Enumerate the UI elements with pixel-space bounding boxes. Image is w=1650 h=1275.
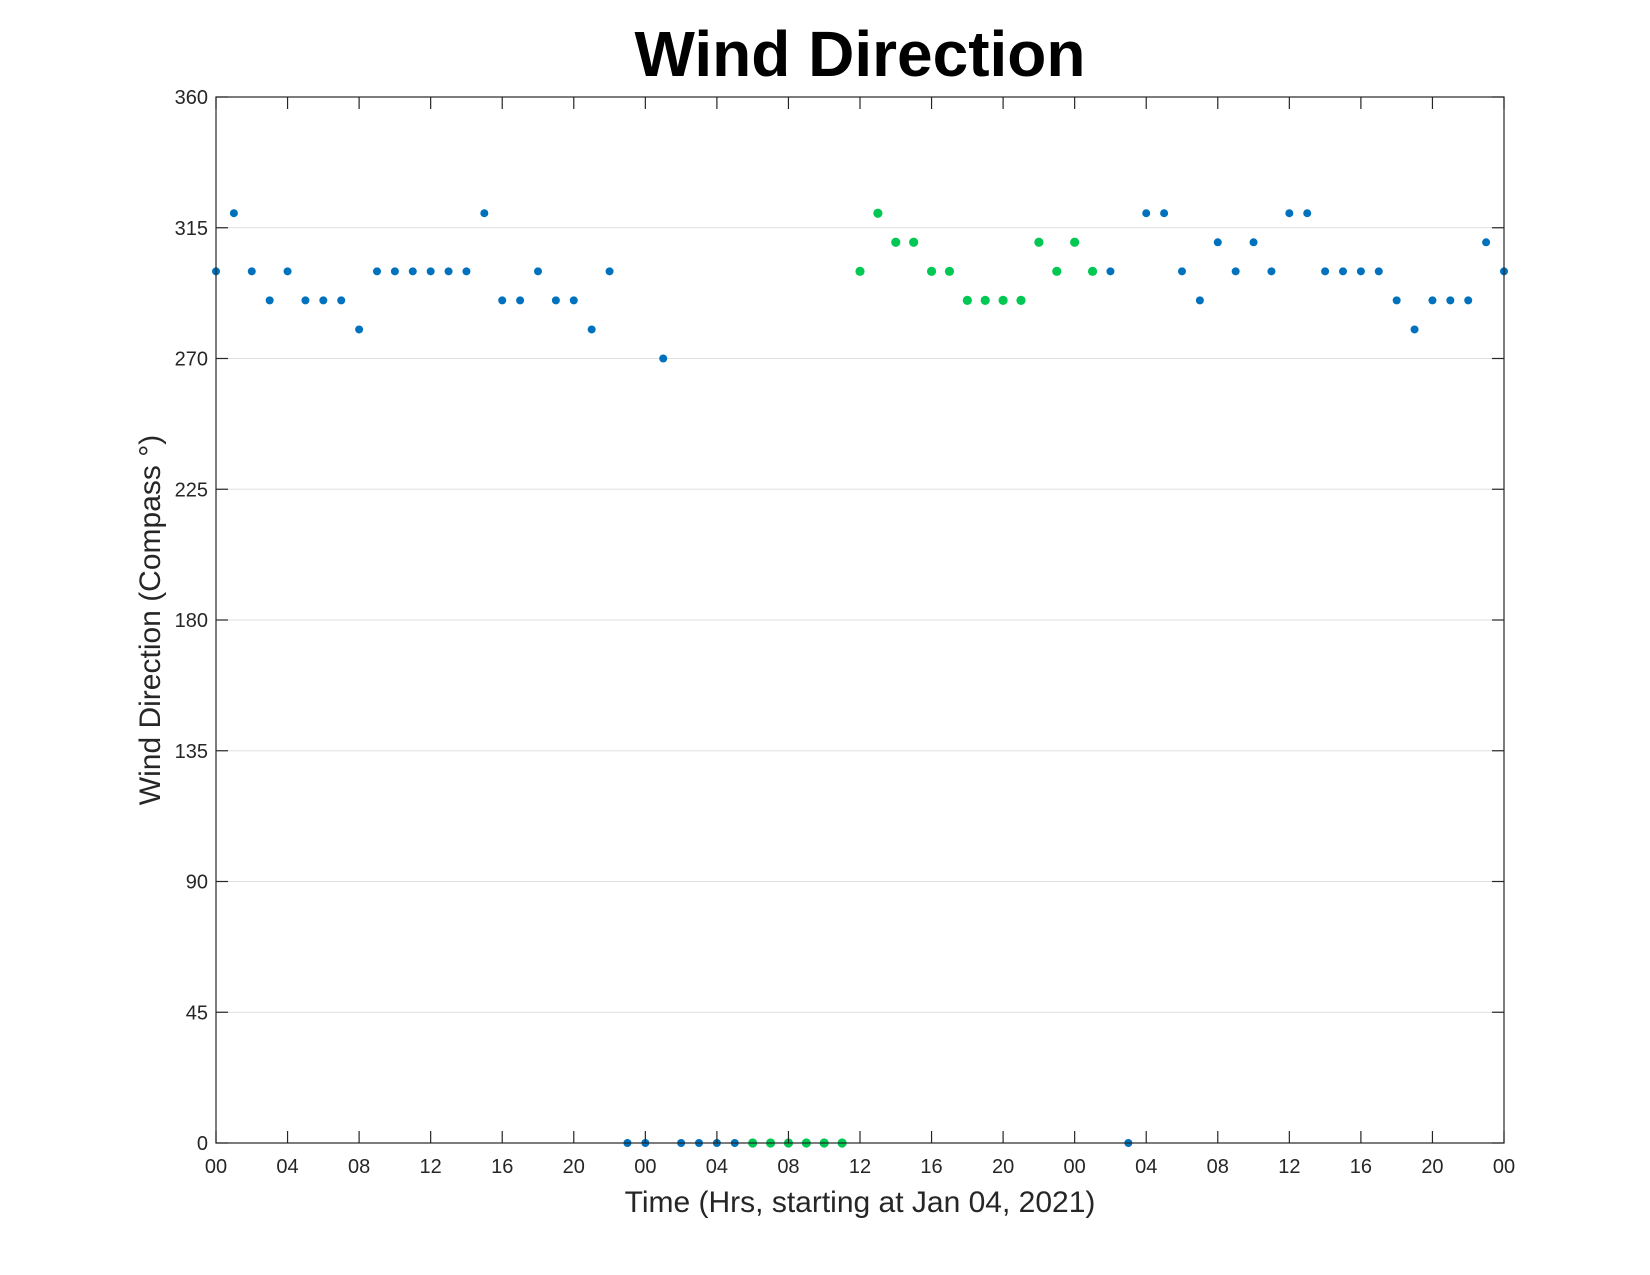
data-point-green — [873, 208, 883, 218]
data-point-green — [909, 237, 919, 247]
data-point-blue — [247, 267, 256, 276]
data-point-green — [1052, 266, 1062, 276]
data-point-blue — [1446, 296, 1455, 305]
y-tick-label: 360 — [175, 87, 208, 109]
x-tick-label: 04 — [276, 1156, 298, 1178]
data-point-green — [1070, 237, 1080, 247]
data-point-blue — [534, 267, 542, 276]
data-point-green — [1016, 295, 1026, 305]
data-point-blue — [1321, 267, 1330, 276]
x-tick-label: 00 — [205, 1156, 227, 1178]
data-point-blue — [1142, 209, 1151, 218]
x-tick-label: 20 — [1421, 1156, 1443, 1178]
data-point-blue — [1464, 296, 1473, 305]
data-point-blue — [1285, 209, 1294, 218]
data-point-blue — [659, 354, 668, 363]
data-point-blue — [355, 325, 364, 334]
y-axis-label: Wind Direction (Compass °) — [134, 435, 167, 805]
data-point-blue — [1339, 267, 1347, 276]
x-tick-label: 04 — [1135, 1156, 1157, 1178]
data-point-blue — [1303, 209, 1312, 218]
data-point-green — [855, 266, 865, 276]
data-point-green — [926, 266, 937, 276]
data-point-blue — [551, 296, 560, 305]
x-tick-label: 12 — [420, 1156, 442, 1178]
y-tick-label: 270 — [175, 349, 208, 371]
data-point-blue — [319, 296, 328, 305]
x-tick-label: 12 — [849, 1156, 871, 1178]
x-tick-label: 00 — [634, 1156, 656, 1178]
data-point-blue — [1482, 238, 1491, 247]
data-point-blue — [1428, 296, 1437, 305]
data-point-blue — [1195, 296, 1204, 305]
x-tick-label: 00 — [1064, 1156, 1086, 1178]
y-tick-label: 315 — [175, 218, 208, 240]
y-tick-label: 45 — [186, 1002, 208, 1024]
data-point-green — [1087, 266, 1098, 276]
data-point-blue — [587, 325, 596, 334]
data-point-blue — [229, 209, 238, 218]
y-tick-label: 180 — [175, 610, 208, 632]
x-tick-labels: 00 04 08 12 16 20 00 04 08 12 16 20 00 04 08 12 16 20 00 — [205, 1156, 1515, 1178]
data-point-blue — [301, 296, 310, 305]
chart-title: Wind Direction — [635, 18, 1086, 90]
data-point-blue — [605, 267, 614, 276]
data-point-blue — [1178, 267, 1186, 276]
data-point-blue — [444, 267, 453, 276]
data-point-blue — [462, 267, 471, 276]
data-point-blue — [426, 267, 435, 276]
y-tick-labels: 0 45 90 135 180 225 270 315 360 — [175, 87, 208, 1155]
data-point-blue — [1410, 325, 1419, 334]
data-point-green — [1034, 237, 1044, 247]
data-point-blue — [373, 267, 381, 276]
data-point-green — [944, 266, 955, 276]
data-point-blue — [1213, 238, 1222, 247]
data-point-blue — [1231, 267, 1240, 276]
data-point-green — [980, 295, 990, 305]
axis-ticks — [215, 96, 1505, 1144]
x-tick-label: 00 — [1493, 1156, 1515, 1178]
x-axis-label: Time (Hrs, starting at Jan 04, 2021) — [625, 1186, 1096, 1219]
data-point-green — [891, 237, 901, 247]
data-point-blue — [1356, 267, 1365, 276]
data-point-blue — [498, 296, 507, 305]
x-tick-label: 08 — [777, 1156, 799, 1178]
x-tick-label: 04 — [706, 1156, 728, 1178]
data-point-green — [962, 295, 972, 305]
data-point-blue — [390, 267, 399, 276]
x-tick-label: 16 — [1350, 1156, 1372, 1178]
x-tick-label: 12 — [1278, 1156, 1300, 1178]
y-tick-label: 90 — [186, 872, 208, 894]
x-tick-label: 16 — [920, 1156, 942, 1178]
data-point-blue — [516, 296, 525, 305]
data-point-blue — [265, 296, 274, 305]
y-tick-label: 0 — [197, 1133, 208, 1155]
y-tick-label: 225 — [175, 479, 208, 501]
data-point-blue — [480, 209, 489, 218]
data-point-blue — [1392, 296, 1401, 305]
data-point-blue — [1160, 209, 1169, 218]
data-point-blue — [569, 296, 578, 305]
data-point-blue — [1106, 267, 1115, 276]
x-tick-label: 16 — [491, 1156, 513, 1178]
data-points — [212, 208, 1508, 1148]
x-tick-label: 20 — [992, 1156, 1014, 1178]
data-point-green — [998, 295, 1008, 305]
data-point-blue — [1249, 238, 1258, 247]
data-point-blue — [337, 296, 346, 305]
x-tick-label: 08 — [1207, 1156, 1229, 1178]
data-point-blue — [1374, 267, 1383, 276]
data-point-blue — [408, 267, 417, 276]
data-point-blue — [283, 267, 292, 276]
y-tick-label: 135 — [175, 741, 208, 763]
x-tick-label: 08 — [348, 1156, 370, 1178]
grid-lines — [216, 227, 1504, 1013]
x-tick-label: 20 — [563, 1156, 585, 1178]
data-point-blue — [1267, 267, 1276, 276]
